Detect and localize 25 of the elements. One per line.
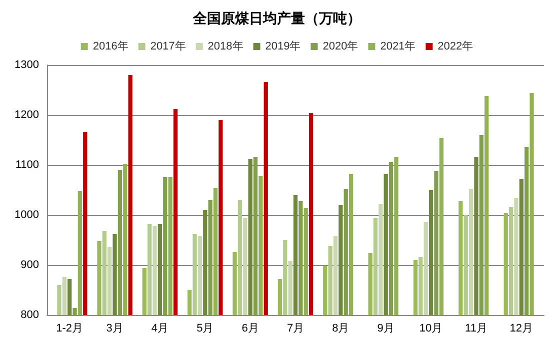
- x-tick-label: 10月: [419, 322, 443, 334]
- x-tick-label: 6月: [242, 322, 259, 334]
- x-tick-label: 11月: [465, 322, 488, 334]
- x-tick-label: 3月: [106, 322, 124, 334]
- legend-label: 2017年: [150, 40, 186, 52]
- x-tick-label: 8月: [332, 322, 350, 334]
- x-tick-label: 7月: [286, 322, 304, 334]
- x-tick-label: 12月: [510, 322, 534, 334]
- y-tick-label: 1200: [14, 109, 39, 121]
- legend-label: 2021年: [380, 40, 416, 52]
- x-tick-label: 4月: [151, 322, 169, 334]
- legend-label: 2016年: [92, 40, 128, 52]
- chart-title: 全国原煤日均产量（万吨）: [192, 10, 361, 26]
- y-tick-label: 1100: [15, 159, 39, 171]
- y-tick-label: 1300: [14, 59, 39, 71]
- legend-label: 2019年: [265, 40, 301, 52]
- legend-label: 2018年: [208, 40, 244, 52]
- x-tick-label: 9月: [377, 322, 394, 334]
- x-tick-label: 5月: [196, 322, 214, 334]
- x-tick-label: 1-2月: [56, 322, 84, 334]
- y-tick-label: 800: [20, 309, 39, 321]
- y-tick-label: 900: [20, 259, 39, 271]
- y-tick-label: 1000: [14, 209, 39, 221]
- legend-label: 2022年: [438, 40, 474, 52]
- legend-label: 2020年: [322, 40, 358, 52]
